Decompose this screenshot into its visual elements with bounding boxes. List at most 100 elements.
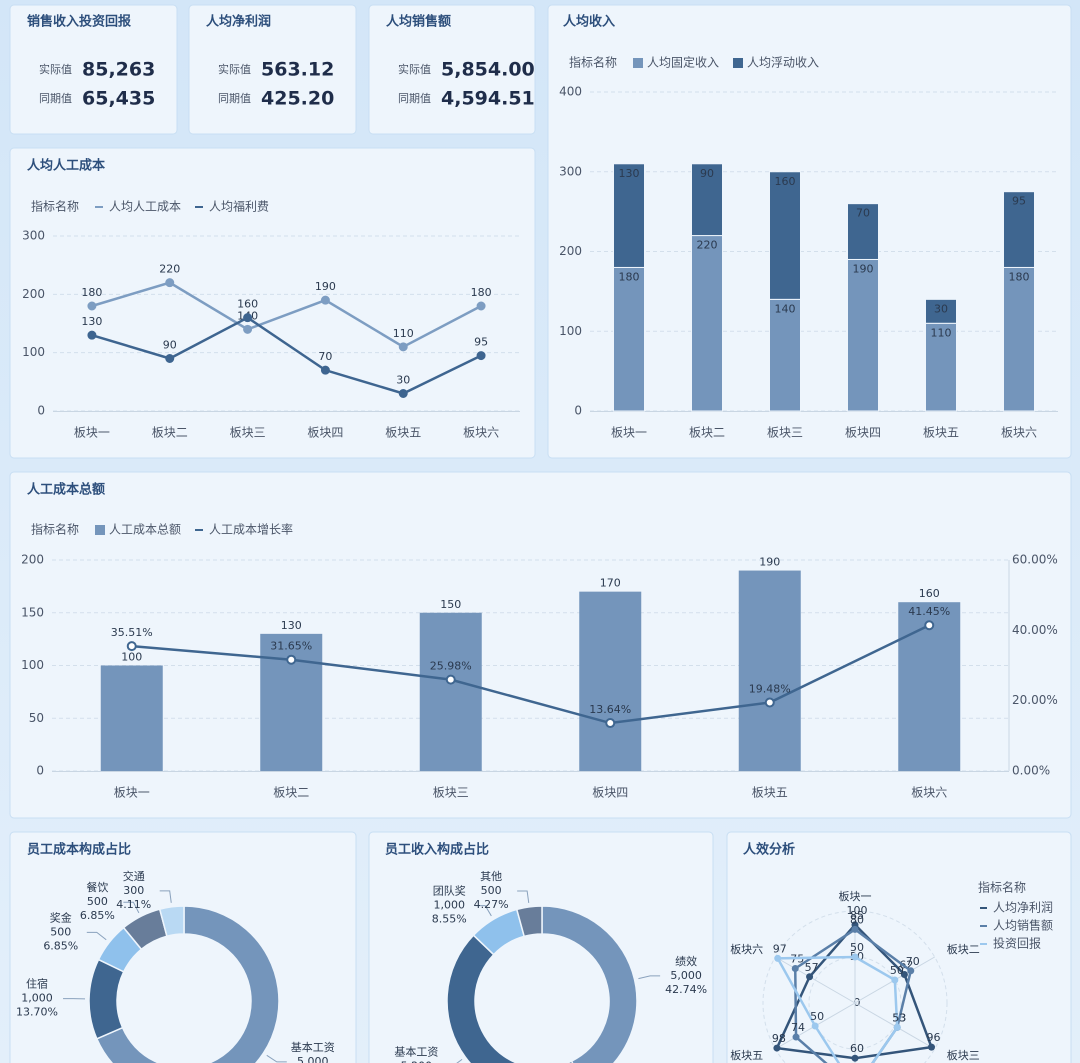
y-tick-label: 300 — [559, 164, 582, 178]
data-label: 74 — [791, 1021, 805, 1034]
slice-percent: 42.74% — [665, 983, 707, 996]
kpi-value: 65,435 — [82, 88, 155, 110]
kpi-value: 5,854.00 — [441, 59, 535, 81]
leader-line — [123, 901, 140, 914]
point — [773, 1044, 781, 1052]
legend-label: 人均净利润 — [993, 901, 1053, 915]
legend-label: 投资回报 — [993, 936, 1041, 951]
kpi-value: 85,263 — [82, 59, 155, 81]
data-label: 50 — [850, 941, 864, 954]
x-tick-label: 板块三 — [230, 426, 266, 440]
slice-value: 5,000 — [297, 1055, 329, 1063]
data-label: 80 — [850, 913, 864, 926]
x-tick-label: 板块四 — [307, 426, 343, 440]
data-label: 180 — [1009, 270, 1030, 283]
point — [851, 953, 859, 961]
data-label: 50 — [810, 1010, 824, 1023]
data-label: 70 — [856, 207, 870, 220]
y-tick-label: 100 — [22, 345, 45, 359]
point — [286, 654, 297, 665]
leader-line — [159, 890, 172, 903]
legend-label: 人均浮动收入 — [747, 56, 819, 70]
bar — [925, 322, 957, 412]
point — [806, 973, 814, 981]
point — [320, 295, 330, 305]
bar — [769, 171, 801, 300]
y-tick-label: 0 — [36, 764, 44, 778]
leader-line — [456, 1059, 463, 1063]
data-label: 160 — [919, 587, 940, 600]
axis-label: 板块一 — [839, 889, 872, 903]
point — [764, 697, 775, 708]
data-label: 180 — [81, 286, 102, 299]
slice-percent: 4.11% — [116, 898, 151, 911]
data-label: 110 — [393, 327, 414, 340]
data-label: 170 — [600, 577, 621, 590]
slice-percent: 6.85% — [43, 939, 78, 952]
slice-value: 500 — [87, 895, 108, 908]
panel — [368, 4, 536, 135]
bar — [847, 258, 879, 412]
data-label: 95 — [474, 336, 488, 349]
data-label: 190 — [853, 262, 874, 275]
y-tick-label: 50 — [29, 711, 44, 725]
panel — [9, 147, 536, 459]
slice-value: 500 — [50, 925, 71, 938]
point — [476, 301, 486, 311]
data-label: 53 — [892, 1011, 906, 1024]
x-tick-label: 板块六 — [1001, 426, 1037, 440]
chart-title: 人工成本总额 — [27, 482, 105, 498]
point — [476, 351, 486, 361]
data-label: 98 — [772, 1032, 786, 1045]
panel — [9, 4, 178, 135]
y-tick-label: 200 — [559, 244, 582, 258]
point — [398, 342, 408, 352]
data-label: 190 — [759, 556, 780, 569]
data-label: 130 — [281, 619, 302, 632]
kpi-value: 425.20 — [261, 88, 334, 110]
point — [165, 354, 175, 363]
y2-tick-label: 0.00% — [1012, 764, 1050, 778]
x-tick-label: 板块四 — [592, 786, 628, 800]
point — [87, 301, 97, 311]
legend-label: 人均人工成本 — [109, 200, 181, 214]
data-label: 60 — [850, 1042, 864, 1055]
data-label: 150 — [440, 598, 461, 611]
leader-line — [638, 975, 661, 980]
slice-value: 5,000 — [670, 969, 702, 982]
data-label: 50 — [890, 964, 904, 977]
axis-label: 板块六 — [730, 942, 763, 956]
kpi-title: 人均销售额 — [386, 14, 451, 30]
point — [87, 330, 97, 340]
kpi-label: 同期值 — [398, 92, 431, 105]
slice-label: 住宿 — [26, 977, 48, 991]
x-tick-label: 板块二 — [152, 426, 188, 440]
y-tick-label: 0 — [574, 404, 582, 418]
x-tick-label: 板块二 — [273, 786, 309, 800]
kpi-value: 563.12 — [261, 59, 334, 81]
data-label: 220 — [159, 263, 180, 276]
point — [851, 1054, 859, 1062]
bar — [769, 298, 801, 412]
x-tick-label: 板块四 — [845, 426, 881, 440]
slice — [446, 934, 574, 1063]
legend-title: 指标名称 — [31, 199, 79, 214]
data-label: 110 — [931, 326, 952, 339]
r-tick-label: 100 — [847, 904, 868, 917]
data-label: 70 — [318, 350, 332, 363]
bar — [260, 633, 323, 771]
data-label: 190 — [315, 280, 336, 293]
data-label: 41.45% — [908, 605, 950, 618]
bar — [613, 163, 645, 268]
point — [605, 718, 616, 729]
data-label: 130 — [81, 315, 102, 328]
point — [811, 1022, 819, 1030]
kpi-title: 销售收入投资回报 — [27, 14, 132, 30]
point — [320, 365, 330, 375]
x-tick-label: 板块一 — [611, 426, 647, 440]
slice-label: 基本工资 — [394, 1044, 438, 1058]
kpi-value: 4,594.51 — [441, 88, 535, 110]
data-label: 140 — [775, 302, 796, 315]
leader-line — [475, 905, 492, 917]
legend-marker — [733, 58, 743, 68]
